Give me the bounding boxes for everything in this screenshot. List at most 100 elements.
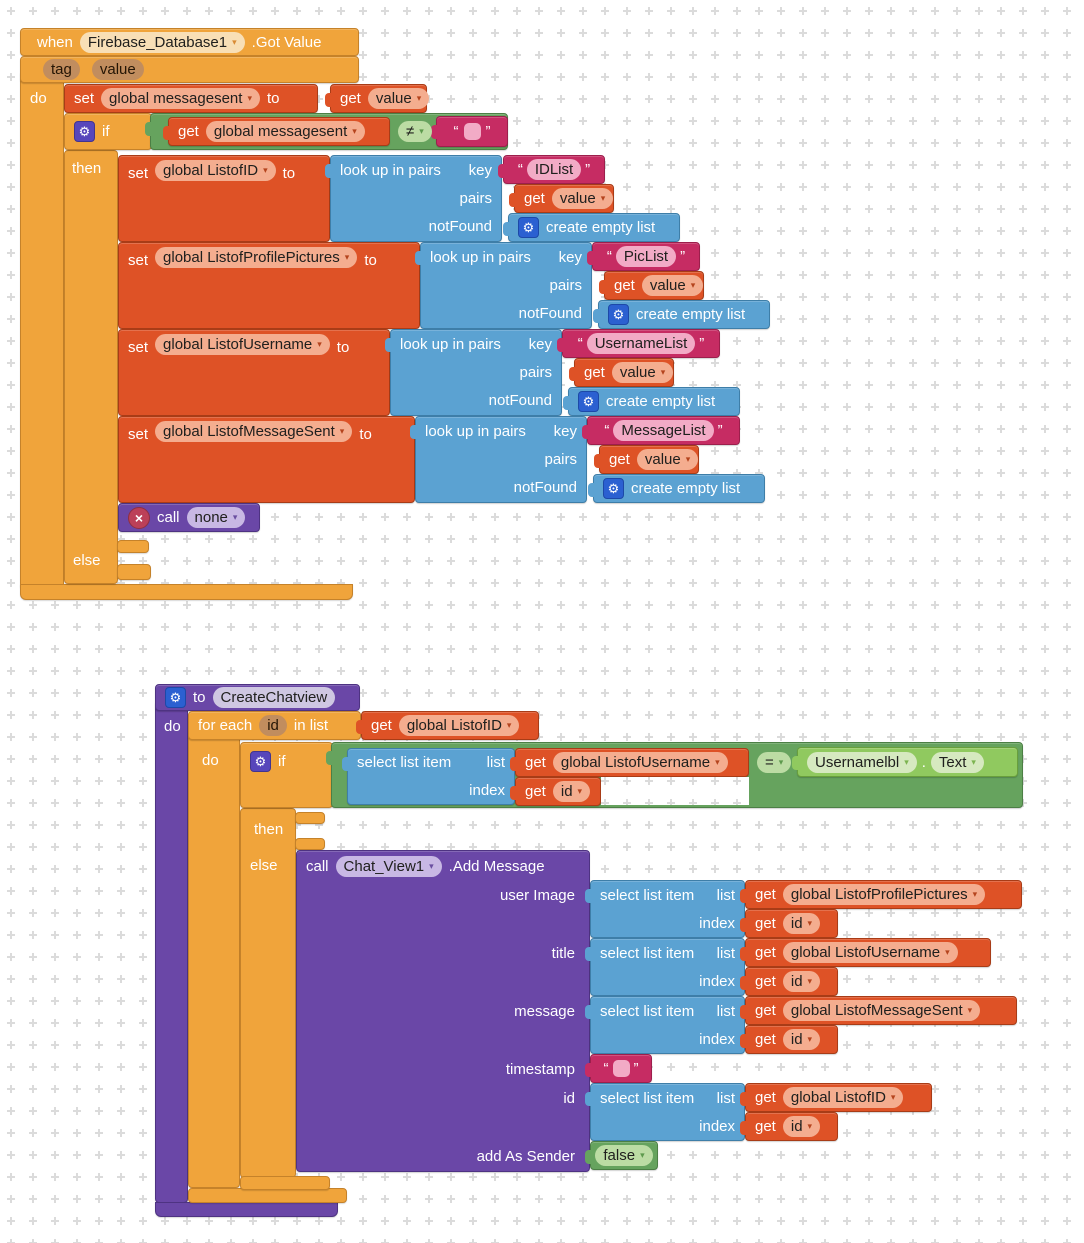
mutator-gear-icon[interactable]: ⚙ xyxy=(250,751,271,772)
foreach-block-bottom[interactable] xyxy=(188,1188,347,1203)
set-variable-block[interactable]: set global ListofProfilePictures ▾ to xyxy=(118,242,420,329)
text-block[interactable]: “ UsernameList ” xyxy=(557,329,720,358)
variable-dropdown[interactable]: global messagesent ▾ xyxy=(205,121,365,142)
if-block-header[interactable]: ⚙ if xyxy=(240,742,333,808)
if-block-bottom[interactable] xyxy=(240,1176,330,1190)
get-variable-block[interactable]: get id ▾ xyxy=(510,777,601,806)
get-variable-block[interactable]: get global ListofMessageSent ▾ xyxy=(740,996,1017,1025)
mutator-gear-icon[interactable]: ⚙ xyxy=(165,687,186,708)
mutator-gear-icon[interactable]: ⚙ xyxy=(608,304,629,325)
mutator-gear-icon[interactable]: ⚙ xyxy=(578,391,599,412)
get-variable-block[interactable]: get id ▾ xyxy=(740,1025,838,1054)
select-list-item-block[interactable]: select list item list index xyxy=(585,938,745,996)
get-variable-block[interactable]: get id ▾ xyxy=(740,909,838,938)
if-block-spine[interactable] xyxy=(240,808,296,1178)
get-variable-block[interactable]: get value ▾ xyxy=(325,84,430,113)
loop-variable-chip[interactable]: id xyxy=(259,715,287,736)
get-variable-block[interactable]: get global ListofUsername ▾ xyxy=(740,938,991,967)
get-variable-block[interactable]: get id ▾ xyxy=(740,967,838,996)
select-list-item-block[interactable]: select list item list index xyxy=(585,880,745,938)
get-variable-block[interactable]: get id ▾ xyxy=(740,1112,838,1141)
variable-dropdown[interactable]: global ListofID ▾ xyxy=(155,160,276,181)
create-empty-list-block[interactable]: ⚙ create empty list xyxy=(563,387,740,416)
mutator-gear-icon[interactable]: ⚙ xyxy=(74,121,95,142)
get-variable-block[interactable]: get value ▾ xyxy=(569,358,674,387)
variable-dropdown[interactable]: id ▾ xyxy=(782,1029,821,1050)
call-procedure-block[interactable]: × call none ▾ xyxy=(118,503,260,532)
text-field[interactable]: UsernameList xyxy=(586,333,696,354)
procedure-dropdown[interactable]: none ▾ xyxy=(186,507,246,528)
event-params-row[interactable]: tag value xyxy=(20,56,359,83)
procedure-name-field[interactable]: CreateChatview xyxy=(212,687,336,708)
variable-dropdown[interactable]: value ▾ xyxy=(611,362,674,383)
text-field[interactable] xyxy=(463,123,481,140)
procedure-block-spine[interactable] xyxy=(155,700,188,1203)
text-block[interactable]: “ PicList ” xyxy=(587,242,700,271)
get-variable-block[interactable]: get value ▾ xyxy=(594,445,699,474)
foreach-block-header[interactable]: for each id in list xyxy=(188,711,361,740)
property-dropdown[interactable]: Text ▾ xyxy=(930,751,984,773)
select-list-item-block[interactable]: select list item list index xyxy=(585,1083,745,1141)
empty-text-block[interactable]: “ ” xyxy=(585,1054,652,1083)
mutator-gear-icon[interactable]: ⚙ xyxy=(603,478,624,499)
event-block-header[interactable]: when Firebase_Database1 ▾ .Got Value xyxy=(20,28,359,56)
variable-dropdown[interactable]: id ▾ xyxy=(782,913,821,934)
variable-dropdown[interactable]: global ListofUsername ▾ xyxy=(782,942,958,963)
variable-dropdown[interactable]: value ▾ xyxy=(367,88,430,109)
set-variable-block[interactable]: set global messagesent ▾ to xyxy=(64,84,318,113)
get-variable-block[interactable]: get value ▾ xyxy=(599,271,704,300)
procedure-block-bottom[interactable] xyxy=(155,1202,338,1217)
get-variable-block[interactable]: get value ▾ xyxy=(509,184,614,213)
operator-dropdown[interactable]: = ▾ xyxy=(757,752,792,773)
variable-dropdown[interactable]: value ▾ xyxy=(641,275,704,296)
variable-dropdown[interactable]: global ListofID ▾ xyxy=(782,1087,904,1108)
operator-dropdown[interactable]: ≠ ▾ xyxy=(398,121,432,142)
mutator-gear-icon[interactable]: ⚙ xyxy=(518,217,539,238)
variable-dropdown[interactable]: global ListofProfilePictures ▾ xyxy=(782,884,986,905)
procedure-block-header[interactable]: ⚙ to CreateChatview xyxy=(155,684,360,711)
get-variable-block[interactable]: get global ListofProfilePictures ▾ xyxy=(740,880,1022,909)
empty-text-block[interactable]: “ ” xyxy=(431,116,508,147)
lookup-in-pairs-block[interactable]: look up in pairs key pairs notFound xyxy=(325,155,502,242)
text-field[interactable]: PicList xyxy=(615,246,677,267)
boolean-dropdown[interactable]: false ▾ xyxy=(595,1145,653,1166)
component-property-getter-block[interactable]: Usernamelbl ▾ . Text ▾ xyxy=(792,747,1018,777)
set-variable-block[interactable]: set global ListofID ▾ to xyxy=(118,155,330,242)
variable-dropdown[interactable]: global ListofUsername ▾ xyxy=(552,752,728,773)
set-variable-block[interactable]: set global ListofUsername ▾ to xyxy=(118,329,390,416)
component-dropdown[interactable]: Usernamelbl ▾ xyxy=(807,751,917,773)
variable-dropdown[interactable]: id ▾ xyxy=(552,781,591,802)
lookup-in-pairs-block[interactable]: look up in pairs key pairs notFound xyxy=(415,242,592,329)
variable-dropdown[interactable]: global ListofID ▾ xyxy=(398,715,520,736)
variable-dropdown[interactable]: id ▾ xyxy=(782,1116,821,1137)
variable-dropdown[interactable]: value ▾ xyxy=(636,449,699,470)
lookup-in-pairs-block[interactable]: look up in pairs key pairs notFound xyxy=(385,329,562,416)
foreach-block-spine[interactable] xyxy=(188,730,240,1188)
variable-dropdown[interactable]: global ListofMessageSent ▾ xyxy=(155,421,353,442)
if-block-header[interactable]: ⚙ if xyxy=(64,113,152,150)
create-empty-list-block[interactable]: ⚙ create empty list xyxy=(588,474,765,503)
error-icon[interactable]: × xyxy=(128,506,150,529)
variable-dropdown[interactable]: global messagesent ▾ xyxy=(101,88,260,109)
text-field[interactable]: IDList xyxy=(526,159,582,180)
variable-dropdown[interactable]: value ▾ xyxy=(551,188,614,209)
param-tag-chip[interactable]: tag xyxy=(43,59,80,80)
get-variable-block[interactable]: get global messagesent ▾ xyxy=(163,117,390,146)
variable-dropdown[interactable]: global ListofProfilePictures ▾ xyxy=(155,247,358,268)
get-variable-block[interactable]: get global ListofID ▾ xyxy=(356,711,539,740)
select-list-item-block[interactable]: select list item list index xyxy=(585,996,745,1054)
if-block-spine[interactable] xyxy=(64,150,118,584)
component-dropdown[interactable]: Chat_View1 ▾ xyxy=(335,855,442,877)
variable-dropdown[interactable]: id ▾ xyxy=(782,971,821,992)
set-variable-block[interactable]: set global ListofMessageSent ▾ to xyxy=(118,416,415,503)
create-empty-list-block[interactable]: ⚙ create empty list xyxy=(593,300,770,329)
get-variable-block[interactable]: get global ListofUsername ▾ xyxy=(510,748,749,777)
text-field[interactable] xyxy=(612,1060,630,1077)
event-block-bottom[interactable] xyxy=(20,584,353,600)
component-dropdown[interactable]: Firebase_Database1 ▾ xyxy=(79,31,245,53)
create-empty-list-block[interactable]: ⚙ create empty list xyxy=(503,213,680,242)
call-component-method-block[interactable]: call Chat_View1 ▾ .Add Message user Image… xyxy=(296,850,590,1172)
variable-dropdown[interactable]: global ListofUsername ▾ xyxy=(155,334,330,355)
variable-dropdown[interactable]: global ListofMessageSent ▾ xyxy=(782,1000,981,1021)
